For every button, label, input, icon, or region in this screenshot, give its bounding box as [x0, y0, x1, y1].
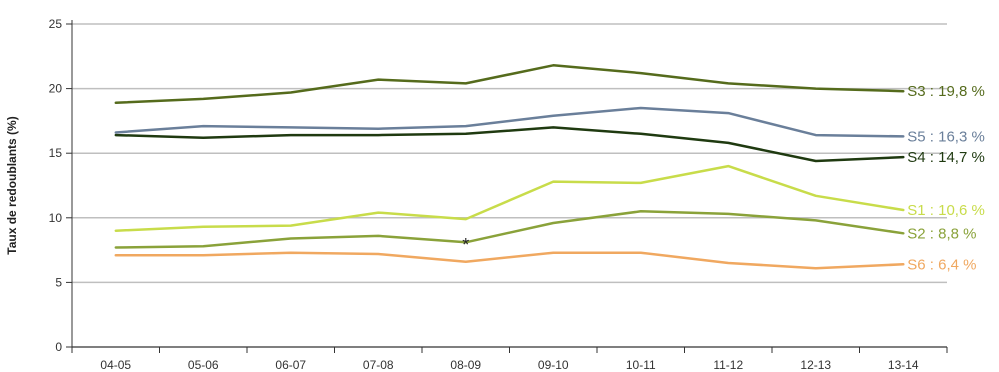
x-tick-label: 06-07 — [275, 358, 306, 372]
series-label-s1: S1 : 10,6 % — [907, 202, 985, 219]
y-tick-label: 15 — [49, 146, 63, 160]
x-tick-label: 08-09 — [450, 358, 481, 372]
y-tick-label: 0 — [55, 340, 62, 354]
x-tick-label: 10-11 — [626, 358, 656, 372]
series-label-s5: S5 : 16,3 % — [907, 128, 985, 145]
series-line-s1 — [114, 164, 905, 232]
y-tick-label: 25 — [49, 17, 63, 31]
series-label-s2: S2 : 8,8 % — [907, 225, 976, 242]
series-lines — [114, 64, 905, 270]
x-tick-label: 04-05 — [100, 358, 131, 372]
x-tick-label: 05-06 — [188, 358, 219, 372]
x-tick-label: 07-08 — [363, 358, 394, 372]
series-line-s3 — [114, 64, 905, 105]
annotation-asterisk: * — [462, 235, 469, 255]
series-label-s3: S3 : 19,8 % — [907, 83, 985, 100]
y-tick-label: 5 — [55, 275, 62, 289]
y-tick-label: 20 — [49, 82, 63, 96]
x-tick-label: 11-12 — [713, 358, 743, 372]
x-tick-label: 13-14 — [888, 358, 919, 372]
series-line-s6 — [114, 251, 905, 270]
x-tick-label: 09-10 — [538, 358, 569, 372]
series-line-s5 — [114, 106, 905, 138]
annotations: * — [462, 235, 469, 255]
series-labels: S3 : 19,8 % S5 : 16,3 % S4 : 14,7 % S1 : 10… — [907, 83, 985, 273]
y-tick-label: 10 — [49, 211, 63, 225]
y-axis-label: Taux de redoublants (%) — [5, 116, 19, 254]
series-line-s4 — [114, 126, 905, 163]
grid-lines — [72, 23, 947, 284]
series-label-s6: S6 : 6,4 % — [907, 256, 976, 273]
x-tick-label: 12-13 — [800, 358, 831, 372]
series-label-s4: S4 : 14,7 % — [907, 149, 985, 166]
series-line-s2 — [114, 210, 905, 249]
axes: 0 5 10 15 20 25 04-05 05-06 06-07 07-08 08-09 09-10… — [49, 17, 948, 372]
